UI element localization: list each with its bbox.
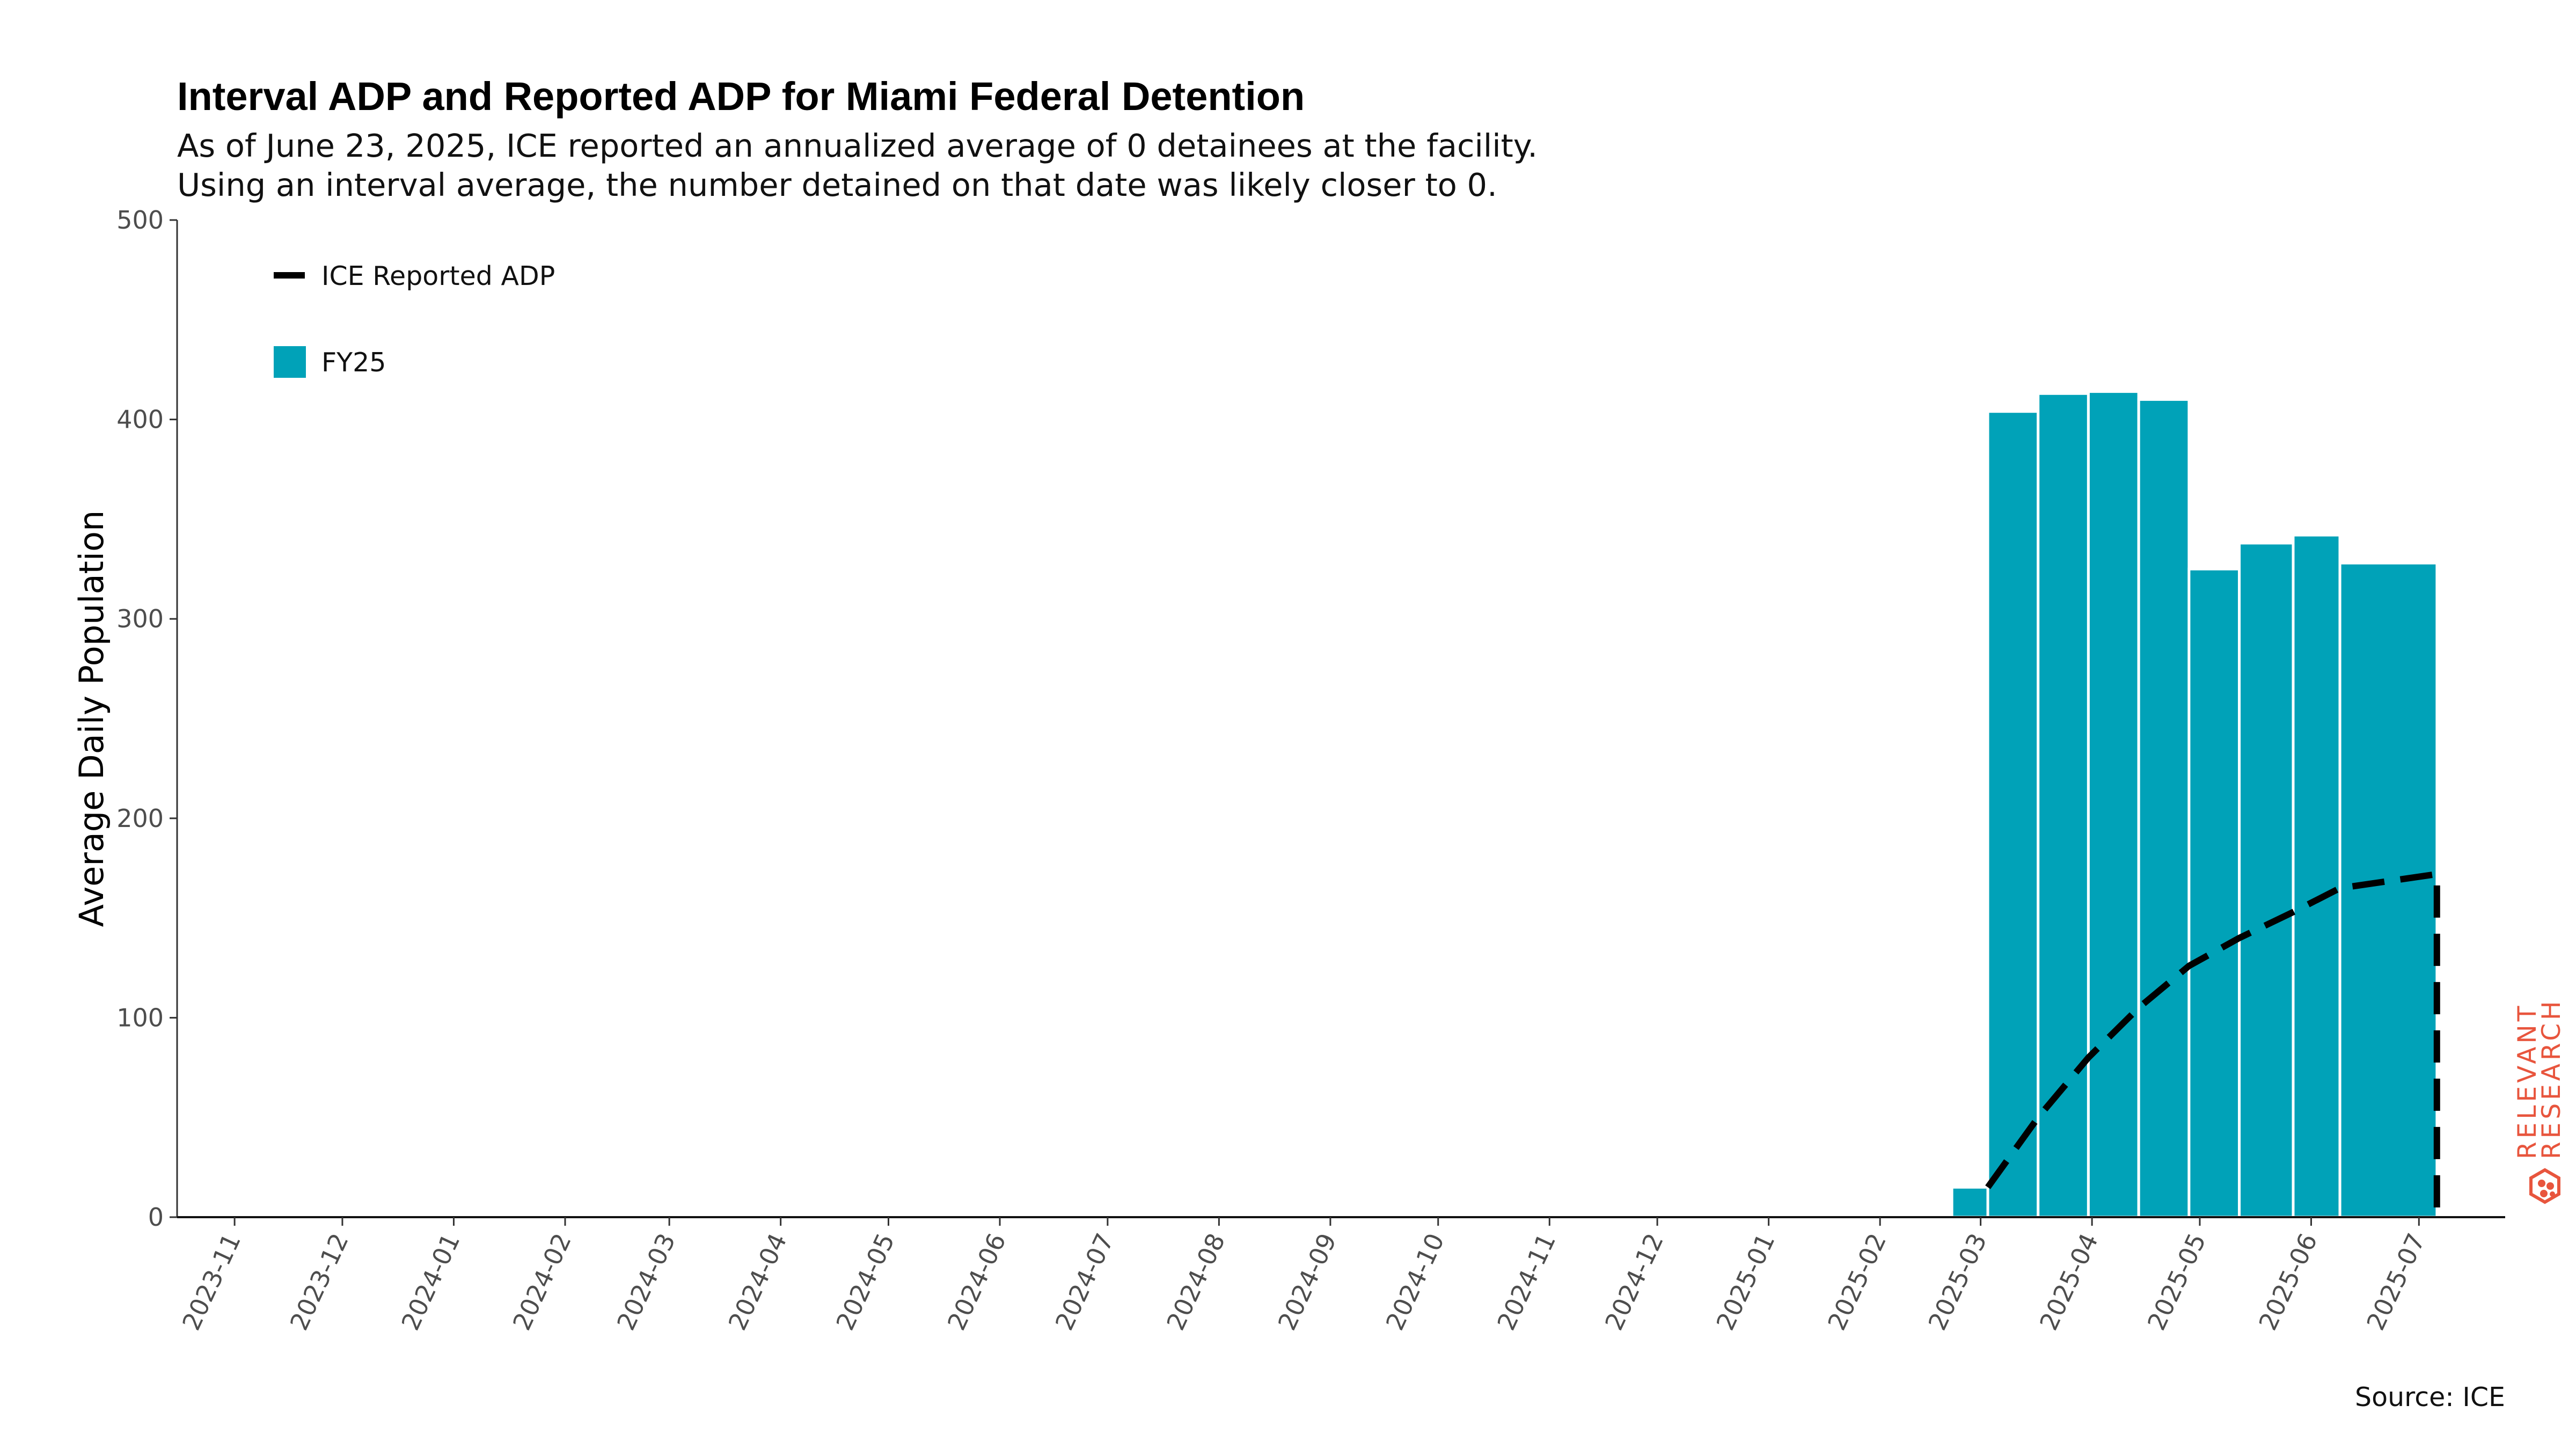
logo-text-line-1: RELEVANT (2513, 1003, 2542, 1159)
reported-adp-line-layer (1985, 870, 2440, 1217)
bar-2 (2037, 392, 2090, 1219)
bar-0 (1950, 1185, 1989, 1219)
y-tick-label-0: 0 (148, 1203, 164, 1232)
y-tick-label-100: 100 (116, 1003, 164, 1032)
bar-7 (2292, 533, 2341, 1219)
bar-3 (2087, 390, 2140, 1219)
legend-label-fy25: FY25 (321, 347, 386, 378)
y-axis-ticks: 0 100 200 300 400 500 (116, 206, 177, 1232)
source-note: Source: ICE (2355, 1382, 2505, 1413)
legend-bar-swatch (274, 346, 306, 378)
y-tick-label-400: 400 (116, 405, 164, 434)
bar-6 (2238, 541, 2295, 1219)
y-tick-label-300: 300 (116, 604, 164, 633)
chart-title: Interval ADP and Reported ADP for Miami … (177, 74, 1305, 119)
bar-1 (1986, 410, 2040, 1219)
bar-8 (2338, 561, 2439, 1219)
hexagon-logo-icon (2529, 1168, 2560, 1204)
chart-subtitle-line-2: Using an interval average, the number de… (177, 166, 1497, 203)
relevant-research-logo: RELEVANT RESEARCH (2513, 998, 2566, 1204)
bars-layer (1950, 390, 2439, 1219)
legend: ICE Reported ADP FY25 (274, 261, 555, 378)
chart-subtitle-line-1: As of June 23, 2025, ICE reported an ann… (177, 127, 1538, 164)
bar-4 (2137, 398, 2191, 1219)
y-tick-label-200: 200 (116, 804, 164, 833)
logo-text-line-2: RESEARCH (2537, 998, 2566, 1159)
y-tick-label-500: 500 (116, 206, 164, 235)
bar-5 (2187, 567, 2241, 1219)
y-axis-title: Average Daily Population (72, 510, 111, 927)
reported-adp-line (1985, 870, 2440, 1217)
legend-label-reported-adp: ICE Reported ADP (321, 261, 555, 291)
